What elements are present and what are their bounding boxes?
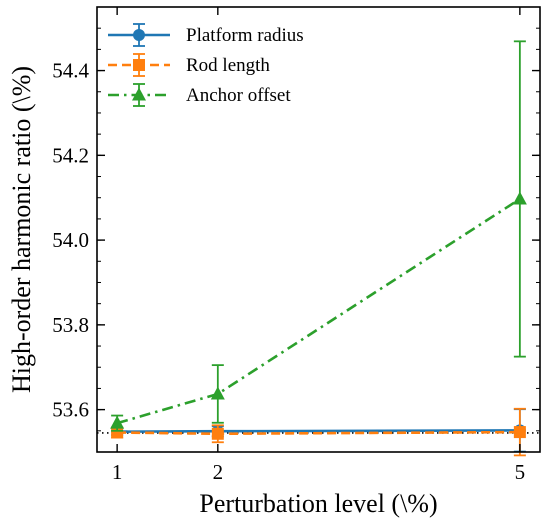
data-point — [210, 386, 225, 400]
x-tick-label: 2 — [213, 460, 224, 484]
data-point — [211, 427, 224, 440]
y-tick-label: 54.4 — [52, 59, 89, 83]
x-tick-label: 5 — [515, 460, 526, 484]
data-point — [111, 426, 124, 439]
legend-label: Anchor offset — [186, 85, 291, 106]
plot-frame — [96, 6, 541, 453]
series-rod-length — [111, 407, 526, 457]
series-platform-radius — [111, 408, 526, 453]
series-line — [116, 197, 521, 425]
legend: Platform radius Rod length Anchor offset — [108, 23, 304, 107]
x-tick-label: 1 — [112, 460, 123, 484]
y-tick-label: 53.6 — [52, 398, 89, 422]
legend-item: Platform radius — [108, 23, 304, 47]
ticks-layer: 1 2 5 53.6 53.8 54.0 54.2 54.4 — [52, 6, 540, 484]
data-point — [110, 415, 125, 429]
data-point — [512, 191, 527, 205]
series-line — [117, 430, 520, 436]
legend-marker — [133, 29, 145, 41]
y-tick-label: 54.0 — [52, 228, 89, 252]
data-point — [513, 426, 526, 439]
legend-label: Platform radius — [186, 25, 304, 46]
legend-marker — [132, 87, 146, 101]
series-layer — [110, 40, 527, 457]
legend-label: Rod length — [186, 55, 270, 76]
legend-marker — [133, 59, 145, 71]
y-axis-title: High-order harmonic ratio (\%) — [7, 66, 36, 393]
y-tick-label: 54.2 — [52, 143, 89, 167]
y-tick-label: 53.8 — [52, 313, 89, 337]
x-axis-title: Perturbation level (\%) — [199, 489, 437, 518]
legend-item: Rod length — [108, 53, 270, 77]
legend-item: Anchor offset — [108, 83, 291, 107]
series-anchor-offset — [110, 40, 527, 432]
